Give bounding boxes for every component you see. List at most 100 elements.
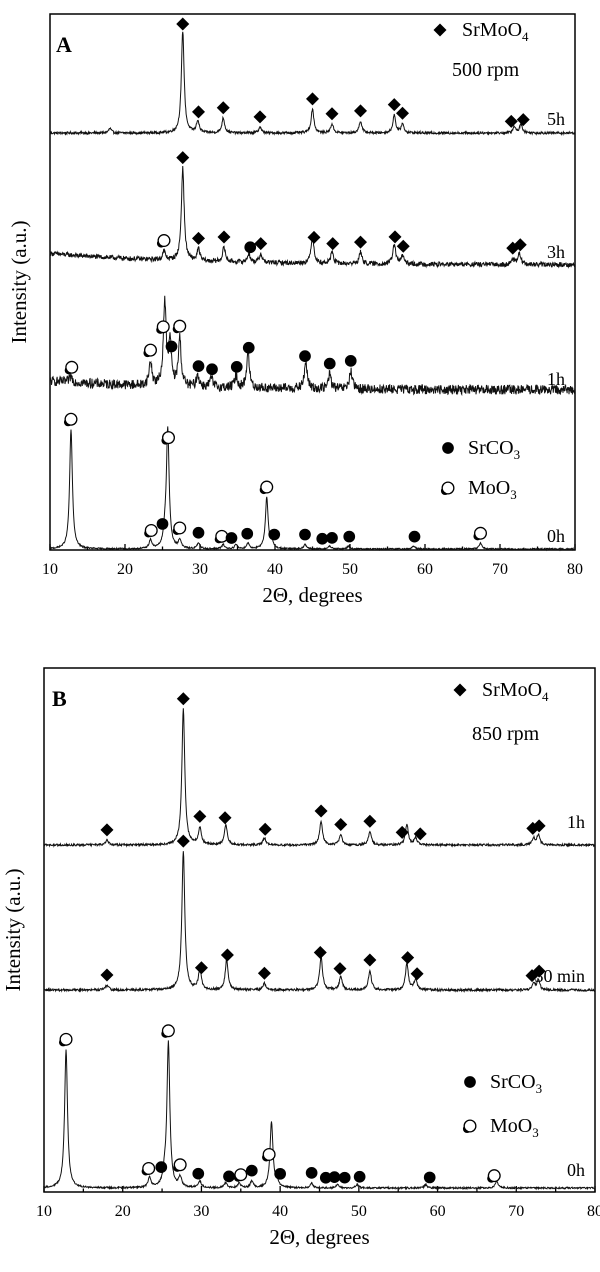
x-tick-label: 40	[272, 1203, 288, 1220]
peak-marker-filled-circle	[244, 241, 257, 254]
peak-marker-filled-circle	[326, 532, 338, 544]
peak-marker-diamond	[354, 235, 367, 249]
series-line	[49, 31, 576, 137]
peak-marker-open-circle	[172, 521, 187, 536]
peak-marker-open-circle	[173, 1158, 187, 1172]
x-tick-label: 10	[42, 561, 58, 578]
peak-marker-diamond	[396, 106, 409, 120]
x-tick-label: 50	[342, 561, 358, 578]
series-line	[49, 426, 576, 552]
legend-label: SrMoO4	[482, 679, 549, 704]
peak-marker-open-circle	[161, 431, 175, 445]
peak-marker-open-circle	[63, 412, 78, 427]
y-axis-label: Intensity (a.u.)	[7, 220, 31, 343]
peak-marker-open-circle	[144, 523, 158, 538]
panel-label: B	[52, 686, 67, 711]
x-tick-label: 80	[587, 1203, 600, 1220]
peak-marker-diamond	[218, 811, 232, 825]
legend-label: SrCO3	[490, 1071, 542, 1096]
peak-marker-open-circle	[473, 526, 487, 541]
peak-marker-diamond	[388, 230, 402, 244]
peak-marker-diamond	[532, 964, 546, 978]
peak-marker-filled-circle	[408, 530, 421, 543]
peak-marker-diamond	[100, 968, 114, 982]
peak-marker-filled-circle	[223, 1170, 235, 1183]
series-label: 0h	[547, 526, 565, 546]
peak-marker-filled-circle	[299, 528, 311, 541]
peak-marker-filled-circle	[241, 527, 254, 540]
peak-marker-filled-circle	[316, 532, 329, 545]
x-tick-label: 60	[430, 1203, 446, 1220]
legend-marker-diamond	[453, 683, 467, 697]
peak-marker-filled-circle	[155, 1161, 168, 1173]
peak-marker-filled-circle	[353, 1170, 366, 1183]
peak-marker-diamond	[306, 92, 319, 106]
legend-marker-filled-circle	[442, 442, 454, 454]
peak-marker-diamond	[254, 237, 268, 251]
panel-b: 10 20 30 40 50 60 70 80 2Θ, degrees Intensity (a.…	[0, 660, 600, 1272]
series-line	[43, 1040, 596, 1191]
x-axis-label: 2Θ, degrees	[269, 1225, 369, 1249]
peak-marker-diamond	[363, 953, 377, 967]
peak-marker-diamond	[176, 151, 190, 165]
peak-marker-filled-circle	[245, 1164, 258, 1177]
x-tick-label: 30	[193, 1203, 209, 1220]
peak-marker-diamond	[258, 822, 272, 836]
peak-marker-diamond	[516, 113, 530, 127]
peak-marker-diamond	[333, 962, 347, 976]
legend-label: SrCO3	[468, 437, 520, 462]
legend-condition: 500 rpm	[452, 59, 520, 81]
legend-marker-open-circle	[440, 481, 455, 496]
peak-marker-diamond	[193, 809, 207, 823]
series-label: 3h	[547, 242, 565, 262]
peak-marker-open-circle	[156, 320, 170, 334]
peak-marker-filled-circle	[338, 1171, 351, 1184]
peak-marker-diamond	[216, 101, 230, 115]
peak-marker-diamond	[413, 827, 427, 841]
peak-marker-diamond	[410, 967, 424, 981]
peak-marker-filled-circle	[328, 1171, 341, 1183]
peak-marker-filled-circle	[225, 532, 238, 544]
series-label: 1h	[567, 812, 585, 832]
peak-marker-diamond	[220, 948, 234, 962]
peak-marker-filled-circle	[268, 528, 281, 541]
y-axis-label: Intensity (a.u.)	[1, 868, 25, 991]
peak-marker-diamond	[396, 239, 410, 253]
peak-marker-diamond	[395, 825, 409, 839]
series-3h: 3h	[49, 151, 576, 269]
peak-marker-diamond	[176, 692, 190, 706]
series-30-min: 30 min	[43, 834, 596, 994]
peak-marker-filled-circle	[206, 363, 218, 376]
peak-marker-diamond	[363, 814, 377, 828]
peak-marker-open-circle	[141, 1161, 156, 1176]
legend-marker-filled-circle	[464, 1076, 476, 1088]
x-tick-label: 70	[492, 561, 508, 578]
xrd-chart-a: 10 20 30 40 50 60 70 80 2Θ, degrees Intensity (a.…	[7, 13, 583, 607]
peak-marker-diamond	[513, 238, 527, 252]
peak-marker-open-circle	[156, 234, 171, 248]
panel-a: 10 20 30 40 50 60 70 80 2Θ, degrees Intensity (a.…	[7, 13, 583, 607]
peak-marker-filled-circle	[165, 340, 178, 353]
peak-marker-diamond	[100, 823, 114, 837]
peak-marker-open-circle	[262, 1147, 276, 1162]
series-line	[49, 166, 576, 269]
peak-marker-filled-circle	[156, 518, 169, 530]
peak-marker-diamond	[194, 961, 208, 975]
legend-label: MoO3	[468, 477, 517, 502]
peak-marker-filled-circle	[423, 1171, 436, 1184]
peak-marker-diamond	[253, 110, 267, 124]
peak-marker-filled-circle	[242, 341, 255, 354]
peak-marker-filled-circle	[344, 355, 357, 367]
peak-marker-diamond	[325, 107, 339, 121]
legend-top: SrMoO4 850 rpm SrCO3 MoO3	[453, 679, 549, 1140]
peak-marker-diamond	[387, 98, 401, 112]
panel-label: A	[56, 32, 72, 57]
x-tick-label: 30	[192, 561, 208, 578]
peak-marker-open-circle	[233, 1168, 248, 1182]
peak-marker-open-circle	[58, 1032, 73, 1047]
series-label: 1h	[547, 369, 565, 389]
peak-marker-diamond	[504, 114, 518, 128]
x-tick-label: 20	[115, 1203, 131, 1220]
peak-marker-diamond	[326, 237, 340, 251]
peak-marker-open-circle	[161, 1024, 175, 1038]
